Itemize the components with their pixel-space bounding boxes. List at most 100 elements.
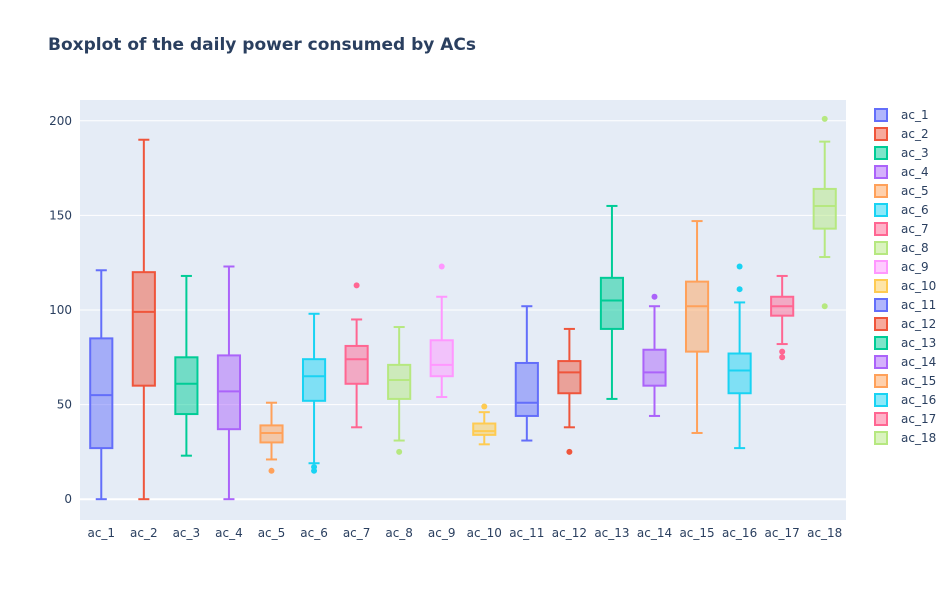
box-ac_8 <box>387 326 412 455</box>
x-tick-label: ac_2 <box>130 526 158 540</box>
legend-swatch <box>874 203 888 217</box>
outlier-point <box>736 263 743 270</box>
legend-label: ac_12 <box>901 317 936 331</box>
legend-label: ac_13 <box>901 336 936 350</box>
box-ac_10 <box>472 403 497 446</box>
legend-item-ac_13[interactable]: ac_13 <box>874 336 936 350</box>
legend-label: ac_14 <box>901 355 936 369</box>
legend-label: ac_10 <box>901 279 936 293</box>
iqr-box <box>472 422 497 436</box>
y-tick-label: 100 <box>49 303 72 317</box>
outlier-point <box>353 282 360 289</box>
x-tick-label: ac_10 <box>467 526 502 540</box>
box-ac_6 <box>301 312 327 474</box>
box-ac_17 <box>770 274 795 361</box>
box-ac_15 <box>684 220 710 434</box>
iqr-box <box>131 271 156 387</box>
legend-label: ac_9 <box>901 260 929 274</box>
x-tick-label: ac_14 <box>637 526 672 540</box>
box-ac_9 <box>429 263 454 399</box>
x-tick-label: ac_12 <box>552 526 587 540</box>
outlier-point <box>311 464 318 471</box>
iqr-box <box>174 356 199 416</box>
x-tick-label: ac_1 <box>87 526 115 540</box>
legend-label: ac_17 <box>901 412 936 426</box>
legend-item-ac_14[interactable]: ac_14 <box>874 355 936 369</box>
legend-swatch <box>874 127 888 141</box>
y-tick-label: 50 <box>57 398 72 412</box>
box-ac_11 <box>514 305 539 442</box>
legend-item-ac_10[interactable]: ac_10 <box>874 279 936 293</box>
legend-swatch <box>874 260 888 274</box>
legend-swatch <box>874 431 888 445</box>
box-ac_7 <box>344 282 369 429</box>
legend-item-ac_3[interactable]: ac_3 <box>874 146 929 160</box>
legend-item-ac_6[interactable]: ac_6 <box>874 203 929 217</box>
outlier-point <box>779 354 786 361</box>
x-tick-label: ac_18 <box>807 526 842 540</box>
legend-label: ac_5 <box>901 184 929 198</box>
iqr-box <box>642 348 667 387</box>
legend-label: ac_11 <box>901 298 936 312</box>
iqr-box <box>387 363 412 400</box>
legend-label: ac_1 <box>901 108 929 122</box>
x-tick-label: ac_4 <box>215 526 243 540</box>
outlier-point <box>651 293 658 300</box>
legend-swatch <box>874 374 888 388</box>
iqr-box <box>89 337 114 450</box>
legend-label: ac_2 <box>901 127 929 141</box>
legend-item-ac_5[interactable]: ac_5 <box>874 184 929 198</box>
iqr-box <box>727 352 752 395</box>
legend-item-ac_1[interactable]: ac_1 <box>874 108 929 122</box>
boxes <box>89 115 837 501</box>
outlier-point <box>438 263 445 270</box>
legend-label: ac_15 <box>901 374 936 388</box>
gridlines <box>80 120 846 501</box>
legend-item-ac_7[interactable]: ac_7 <box>874 222 929 236</box>
iqr-box <box>599 276 625 330</box>
outlier-point <box>821 115 828 122</box>
legend-swatch <box>874 241 888 255</box>
box-ac_4 <box>216 265 242 501</box>
legend-item-ac_18[interactable]: ac_18 <box>874 431 936 445</box>
legend-item-ac_16[interactable]: ac_16 <box>874 393 936 407</box>
iqr-box <box>557 360 582 395</box>
outlier-point <box>481 403 488 410</box>
legend-item-ac_8[interactable]: ac_8 <box>874 241 929 255</box>
x-tick-label: ac_15 <box>679 526 714 540</box>
y-tick-label: 0 <box>64 492 72 506</box>
legend-label: ac_7 <box>901 222 929 236</box>
outlier-point <box>779 348 786 355</box>
legend-label: ac_3 <box>901 146 929 160</box>
legend-swatch <box>874 393 888 407</box>
legend[interactable]: ac_1 ac_2 ac_3 ac_4 ac_5 ac_6 ac_7 ac_8 ac_9 ac_1… <box>874 108 936 445</box>
legend-swatch <box>874 412 888 426</box>
iqr-box <box>344 344 369 385</box>
legend-label: ac_16 <box>901 393 936 407</box>
y-tick-label: 200 <box>49 114 72 128</box>
x-tick-label: ac_5 <box>258 526 286 540</box>
box-ac_18 <box>812 115 837 310</box>
legend-swatch <box>874 222 888 236</box>
outlier-point <box>268 467 275 474</box>
legend-item-ac_12[interactable]: ac_12 <box>874 317 936 331</box>
legend-swatch <box>874 298 888 312</box>
y-tick-label: 150 <box>49 208 72 222</box>
legend-item-ac_11[interactable]: ac_11 <box>874 298 936 312</box>
box-ac_16 <box>727 263 752 450</box>
legend-item-ac_17[interactable]: ac_17 <box>874 412 936 426</box>
y-axis-ticks: 0 50 100 150 200 <box>49 114 72 506</box>
x-tick-label: ac_3 <box>173 526 201 540</box>
legend-item-ac_9[interactable]: ac_9 <box>874 260 929 274</box>
x-tick-label: ac_8 <box>385 526 413 540</box>
iqr-box <box>514 361 539 417</box>
box-ac_3 <box>174 274 199 457</box>
legend-item-ac_4[interactable]: ac_4 <box>874 165 929 179</box>
legend-label: ac_8 <box>901 241 929 255</box>
outlier-point <box>736 286 743 293</box>
box-ac_1 <box>89 269 114 501</box>
x-tick-label: ac_11 <box>509 526 544 540</box>
legend-item-ac_2[interactable]: ac_2 <box>874 127 929 141</box>
legend-swatch <box>874 279 888 293</box>
legend-item-ac_15[interactable]: ac_15 <box>874 374 936 388</box>
